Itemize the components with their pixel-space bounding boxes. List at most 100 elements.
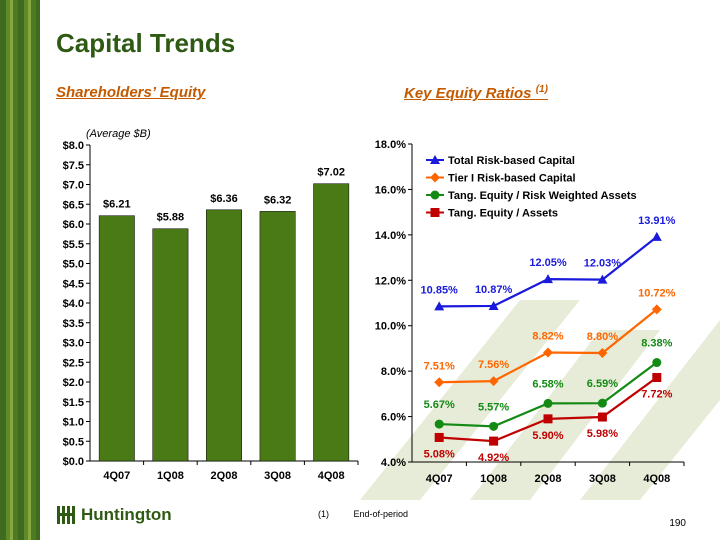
- logo-text: Huntington: [81, 505, 172, 524]
- y-tick-label: $0.0: [63, 456, 84, 468]
- point-value-label: 5.98%: [587, 428, 618, 440]
- point-value-label: 7.72%: [641, 389, 672, 401]
- y-tick-label: $4.5: [63, 278, 84, 290]
- point-value-label: 12.03%: [584, 258, 622, 270]
- x-tick-label: 2Q08: [211, 470, 238, 482]
- huntington-logo: Huntington: [56, 505, 172, 525]
- series-point-0: [597, 274, 608, 284]
- y-tick-label: $6.0: [63, 219, 84, 231]
- point-value-label: 5.90%: [532, 430, 563, 442]
- x-tick-label: 3Q08: [589, 473, 616, 485]
- y-tick-label: $7.5: [63, 160, 84, 172]
- y-tick-label: $8.0: [63, 140, 84, 152]
- series-point-3: [434, 432, 444, 442]
- footnote-text: End-of-period: [353, 509, 409, 519]
- legend-entry: Tang. Equity / Risk Weighted Assets: [448, 190, 637, 202]
- bar-2Q08: [206, 209, 242, 462]
- x-tick-label: 2Q08: [535, 473, 562, 485]
- point-value-label: 13.91%: [638, 215, 676, 227]
- series-point-2: [543, 398, 553, 408]
- y-tick-label: 4.0%: [381, 457, 406, 469]
- point-value-label: 10.72%: [638, 287, 676, 299]
- point-value-label: 7.56%: [478, 359, 509, 371]
- series-point-1: [651, 304, 662, 315]
- series-point-0: [651, 231, 662, 241]
- series-line-0: [439, 236, 658, 308]
- series-point-3: [652, 373, 662, 383]
- point-value-label: 10.87%: [475, 284, 513, 296]
- series-point-0: [488, 300, 499, 310]
- bar-4Q07: [98, 215, 135, 462]
- x-tick-label: 4Q07: [426, 473, 453, 485]
- y-tick-label: $3.5: [63, 318, 84, 330]
- y-tick-label: $5.0: [63, 259, 84, 271]
- point-value-label: 5.57%: [478, 401, 509, 413]
- series-point-2: [597, 398, 607, 408]
- point-value-label: 5.08%: [424, 448, 455, 460]
- y-tick-label: $1.5: [63, 397, 84, 409]
- y-tick-label: 18.0%: [375, 139, 406, 151]
- x-tick-label: 4Q07: [103, 470, 130, 482]
- point-value-label: 6.59%: [587, 378, 618, 390]
- key-equity-ratios-subtitle: Key Equity Ratios (1): [404, 84, 548, 102]
- y-tick-label: $0.5: [63, 436, 84, 448]
- series-point-0: [543, 274, 553, 284]
- series-point-3: [543, 414, 553, 424]
- y-tick-label: $2.5: [63, 357, 84, 369]
- logo-mark-icon: [57, 506, 75, 524]
- point-value-label: 8.82%: [532, 331, 563, 343]
- average-label: (Average $B): [86, 128, 151, 140]
- footnote: (1) End-of-period: [318, 509, 408, 519]
- legend-marker: [430, 172, 440, 183]
- series-point-2: [434, 419, 444, 429]
- legend-entry: Total Risk-based Capital: [448, 155, 575, 167]
- y-tick-label: $3.0: [63, 338, 84, 350]
- series-point-3: [489, 436, 499, 446]
- x-tick-label: 1Q08: [480, 473, 507, 485]
- series-point-2: [652, 358, 662, 368]
- point-value-label: 6.58%: [532, 378, 563, 390]
- series-point-1: [434, 377, 445, 388]
- y-tick-label: 12.0%: [375, 275, 406, 287]
- y-tick-label: $5.5: [63, 239, 84, 251]
- y-tick-label: 8.0%: [381, 366, 406, 378]
- bar-value-label: $6.21: [103, 199, 131, 211]
- point-value-label: 8.80%: [587, 331, 618, 343]
- y-tick-label: 16.0%: [375, 184, 406, 196]
- decorative-stripe: [0, 0, 40, 540]
- series-point-3: [597, 412, 607, 422]
- legend-marker: [430, 155, 440, 164]
- point-value-label: 4.92%: [478, 452, 509, 464]
- page-number: 190: [669, 518, 686, 529]
- bar-1Q08: [152, 228, 189, 462]
- point-value-label: 7.51%: [424, 360, 455, 372]
- y-tick-label: 10.0%: [375, 321, 406, 333]
- page-title: Capital Trends: [56, 28, 236, 58]
- bar-value-label: $7.02: [317, 167, 345, 179]
- y-tick-label: $6.5: [63, 199, 84, 211]
- x-tick-label: 3Q08: [264, 470, 291, 482]
- point-value-label: 5.67%: [424, 399, 455, 411]
- series-point-1: [488, 376, 499, 387]
- x-tick-label: 1Q08: [157, 470, 184, 482]
- footnote-ref: (1): [535, 84, 548, 95]
- bar-value-label: $5.88: [157, 212, 185, 224]
- y-tick-label: $7.0: [63, 180, 84, 192]
- shareholders-equity-subtitle: Shareholders’ Equity: [56, 84, 206, 101]
- series-point-1: [543, 347, 553, 358]
- x-tick-label: 4Q08: [643, 473, 670, 485]
- y-tick-label: $1.0: [63, 417, 84, 429]
- series-point-0: [434, 301, 445, 311]
- legend-entry: Tang. Equity / Assets: [448, 208, 558, 220]
- legend-marker: [430, 208, 440, 217]
- legend-marker: [430, 190, 440, 200]
- series-point-2: [489, 421, 499, 431]
- y-tick-label: $4.0: [63, 298, 84, 310]
- bar-value-label: $6.36: [210, 193, 238, 205]
- x-tick-label: 4Q08: [318, 470, 345, 482]
- y-tick-label: 14.0%: [375, 230, 406, 242]
- footnote-number: (1): [318, 509, 329, 519]
